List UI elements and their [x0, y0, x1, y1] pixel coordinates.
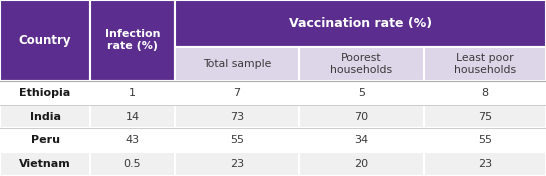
Text: Total sample: Total sample	[203, 59, 271, 69]
Text: 7: 7	[233, 88, 241, 98]
Bar	[299, 105, 424, 128]
Text: 8: 8	[481, 88, 489, 98]
Text: Ethiopia: Ethiopia	[20, 88, 70, 98]
Bar	[90, 128, 175, 152]
Text: Vietnam: Vietnam	[19, 159, 71, 169]
Bar	[0, 0, 90, 81]
Text: Infection
rate (%): Infection rate (%)	[105, 29, 160, 51]
Text: Peru: Peru	[31, 135, 60, 145]
Bar	[424, 47, 546, 81]
Bar	[175, 128, 299, 152]
Text: 55: 55	[230, 135, 244, 145]
Bar	[175, 105, 299, 128]
Bar	[90, 0, 175, 81]
Text: Vaccination rate (%): Vaccination rate (%)	[289, 17, 432, 30]
Text: India: India	[29, 112, 61, 122]
Text: Country: Country	[19, 34, 72, 47]
Bar	[0, 152, 90, 176]
Bar	[175, 47, 299, 81]
Bar	[424, 128, 546, 152]
Text: 0.5: 0.5	[123, 159, 141, 169]
Text: 70: 70	[354, 112, 369, 122]
Bar	[424, 152, 546, 176]
Text: 73: 73	[230, 112, 244, 122]
Text: 5: 5	[358, 88, 365, 98]
Text: 14: 14	[126, 112, 139, 122]
Bar	[90, 152, 175, 176]
Bar	[299, 81, 424, 105]
Bar	[175, 0, 546, 47]
Bar	[299, 128, 424, 152]
Bar	[175, 152, 299, 176]
Text: 23: 23	[478, 159, 492, 169]
Bar	[90, 105, 175, 128]
Text: 43: 43	[126, 135, 139, 145]
Bar	[0, 105, 90, 128]
Bar	[299, 152, 424, 176]
Text: 23: 23	[230, 159, 244, 169]
Bar	[424, 81, 546, 105]
Text: 55: 55	[478, 135, 492, 145]
Text: 20: 20	[354, 159, 369, 169]
Bar	[299, 47, 424, 81]
Bar	[90, 81, 175, 105]
Text: Least poor
households: Least poor households	[454, 53, 516, 75]
Bar	[424, 105, 546, 128]
Text: Poorest
households: Poorest households	[330, 53, 393, 75]
Bar	[0, 128, 90, 152]
Bar	[175, 81, 299, 105]
Bar	[0, 81, 90, 105]
Text: 75: 75	[478, 112, 492, 122]
Text: 1: 1	[129, 88, 136, 98]
Text: 34: 34	[354, 135, 369, 145]
